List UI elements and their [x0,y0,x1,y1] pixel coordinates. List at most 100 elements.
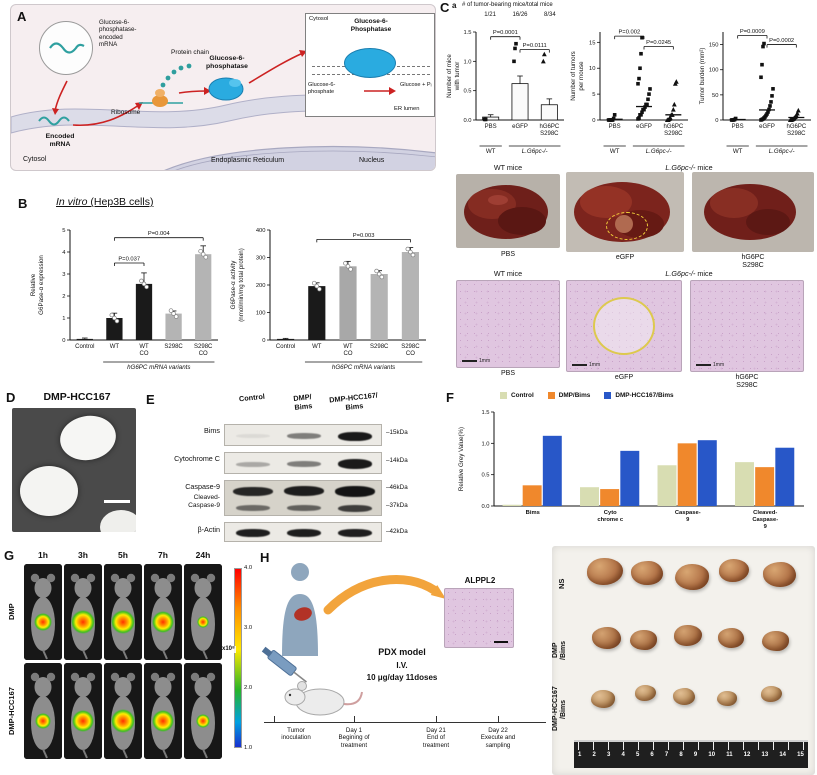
svg-text:0.0: 0.0 [481,504,489,510]
protein-band [236,461,271,467]
ruler-number-10: 10 [708,752,716,758]
g6pase-activity-chart: G6Pase-α activity (nmol/min/mg total prot… [230,218,434,387]
tumor-row-label-ns: NS [557,578,566,590]
protein-band [236,434,271,438]
blot-kda-label-0: –15kDa [386,429,408,436]
grey-value-legend: Control DMP/Bims DMP-HCC167/Bims [500,392,674,399]
imaging-row-label-dmp-hcc167: DMP-HCC167 [7,687,16,735]
mouse-image-DMP-7h [144,564,182,660]
ruler-number-3: 3 [606,752,611,758]
ruler-number-11: 11 [726,752,733,758]
liver-photo-egfp [566,172,684,252]
tumor-sample [673,688,695,705]
protein-band [236,529,271,537]
svg-text:hG6PC mRNA variants: hG6PC mRNA variants [127,364,190,371]
blot-row-label-3: Cleaved- Caspase-9 [188,494,220,509]
g6pase-label: Glucose-6- phosphatase [206,55,248,71]
legend-item-0: Control [500,392,534,399]
legend-label: DMP/Bims [558,392,591,399]
blot-col-header-2: DMP-HCC167/ Bims [328,390,379,412]
histology-pbs: 1mm [456,280,560,368]
svg-text:S298C: S298C [164,344,183,350]
legend-label: DMP-HCC167/Bims [615,392,674,399]
liver-label-pbs: PBS [500,251,515,258]
panel-d-label: D [6,390,16,405]
legend-item-2: DMP-HCC167/Bims [604,392,674,399]
inset-product-label: Glucose + Pᵢ [400,82,432,88]
ruler-number-9: 9 [693,752,698,758]
panel-g-label: G [4,548,15,563]
encoded-mrna-label: Encoded mRNA [45,133,75,149]
svg-text:P=0.0245: P=0.0245 [646,40,671,46]
timepoint-header-24h: 24h [195,550,211,560]
timeline-tick-2 [436,716,437,723]
blot-image-3 [224,522,382,542]
histo-ko-header-rest: mice [695,269,713,278]
route-label: I.V. [396,660,408,670]
protein-band [287,529,321,537]
inset-title: Glucose-6- Phosphatase [350,18,392,33]
inset-g6p-label: Glucose-6- phosphate [308,82,336,95]
blot-image-0 [224,424,382,446]
mouse-image-DMP-HCC167-3h [64,663,102,759]
protein-chain-label: Protein chain [171,49,209,56]
legend-label: Control [511,392,534,399]
protein-band [337,459,372,469]
imaging-row-label-dmp: DMP [7,603,16,621]
mouse-image-DMP-5h [104,564,142,660]
mouse-image-DMP-1h [24,564,62,660]
svg-text:0: 0 [62,338,65,344]
svg-text:eGFP: eGFP [759,124,775,130]
svg-text:15: 15 [589,40,595,46]
histo-ko-header: L.G6pc-/- mice [566,269,812,278]
histology-egfp: 1mm [566,280,682,372]
inset-cytosol-label: Cytosol [309,16,329,22]
panel-c-sublabel-a: a [452,1,457,10]
nanoparticle-mrna-label: Glucose-6- phosphatase- encoded mRNA [99,19,137,48]
alppl2-histology [444,588,514,648]
tumor-sample [587,558,623,585]
protein-band [334,485,375,497]
colorbar-tick-3.0: 3.0 [244,625,253,631]
legend-swatch [604,392,612,399]
histo-scalebar [494,641,508,643]
svg-text:WT: WT [733,148,743,155]
svg-text:Cytochrome c: Cyto chrome c [597,510,624,523]
svg-text:PBS: PBS [485,124,497,130]
mouse-image-DMP-HCC167-7h [144,663,182,759]
liver-photo-pbs [456,174,560,248]
transfer-arrow-icon [323,575,446,615]
scalebar: 1mm [462,358,490,364]
blot-kda-label-2: –46kDa [386,484,408,491]
mice-with-tumor-chart: Number of mice with tumor 0.0 0.5 1.0 1.5 P=0.… [446,24,568,169]
svg-text:per mouse: per mouse [578,61,585,91]
svg-text:Relative: Relative [30,273,37,296]
svg-text:1: 1 [62,316,65,322]
svg-text:1.5: 1.5 [463,30,471,36]
tumor-sample [763,562,796,587]
liver-photo-s298c [692,172,814,252]
mouse-image-DMP-24h [184,564,222,660]
em-image-dmp-hcc167 [12,408,136,532]
lnp-nanoparticle-icon [39,21,93,75]
svg-text:400: 400 [256,228,266,234]
svg-text:P=0.002: P=0.002 [618,30,640,36]
syringe-icon [261,646,307,683]
panel-b-title: In vitro (Hep3B cells) [56,196,153,208]
ruler-number-8: 8 [679,752,683,758]
tumor-sample [719,559,749,582]
panel-a-label: A [17,9,27,24]
blot-kda-label-1: –14kDa [386,457,408,464]
g6pase-expression-chart: Relative G6Pase-α expression 0 1 2 3 4 5 P=0.037… [30,218,226,387]
svg-text:3: 3 [62,272,65,278]
svg-text:100: 100 [256,311,266,317]
svg-text:200: 200 [256,283,266,289]
svg-text:L.G6pc-/-: L.G6pc-/- [522,148,548,155]
protein-band [337,431,372,441]
protein-band [337,529,372,537]
tumor-sample [761,686,782,702]
